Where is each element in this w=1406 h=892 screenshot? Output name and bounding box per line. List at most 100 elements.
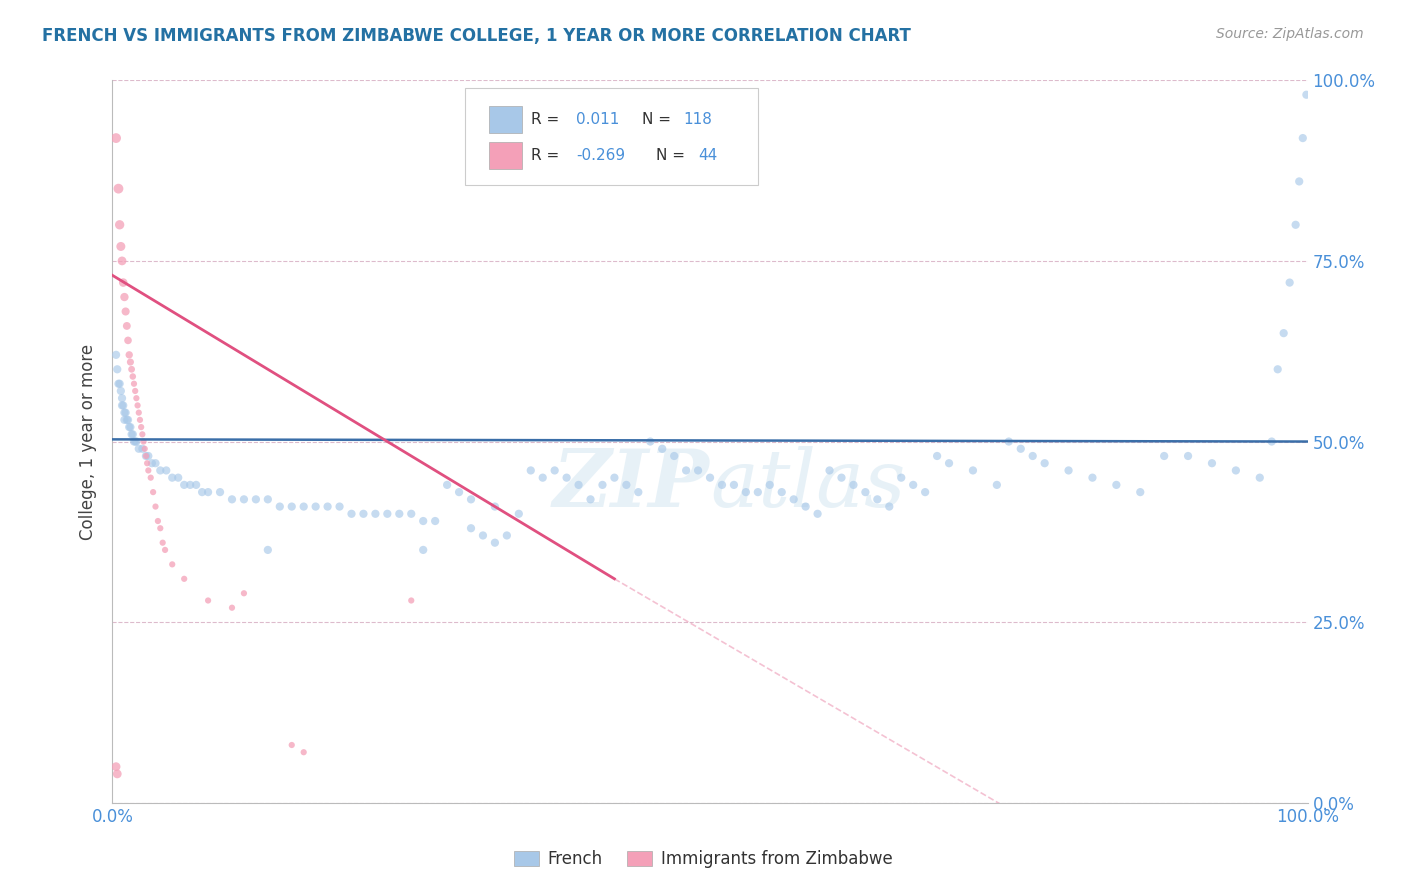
Point	[118, 420, 141, 434]
Point	[903, 478, 925, 492]
Point	[117, 413, 139, 427]
Point	[747, 485, 769, 500]
Point	[152, 535, 174, 549]
Point	[759, 478, 782, 492]
Point	[142, 485, 165, 500]
Point	[105, 348, 128, 362]
Point	[1285, 218, 1308, 232]
Point	[221, 600, 243, 615]
Point	[340, 507, 363, 521]
Point	[128, 406, 150, 420]
Point	[139, 470, 162, 484]
Point	[145, 500, 167, 514]
Text: -0.269: -0.269	[576, 148, 626, 163]
Point	[436, 478, 458, 492]
Text: ZIP: ZIP	[553, 446, 710, 524]
Point	[281, 738, 304, 752]
Point	[508, 507, 530, 521]
Point	[257, 542, 280, 557]
Point	[1292, 131, 1315, 145]
Point	[245, 492, 267, 507]
Point	[114, 290, 135, 304]
Point	[117, 334, 139, 348]
Point	[986, 478, 1008, 492]
Point	[292, 500, 315, 514]
Point	[124, 384, 146, 398]
Point	[115, 318, 138, 333]
Point	[111, 398, 134, 412]
Point	[149, 463, 172, 477]
Point	[121, 362, 143, 376]
Point	[460, 521, 482, 535]
Point	[149, 521, 172, 535]
Point	[120, 420, 142, 434]
Point	[131, 442, 153, 456]
Point	[114, 406, 135, 420]
Point	[257, 492, 280, 507]
Point	[145, 456, 167, 470]
Point	[141, 456, 163, 470]
Point	[579, 492, 602, 507]
Point	[197, 485, 219, 500]
Point	[1010, 442, 1032, 456]
Point	[1177, 449, 1199, 463]
Point	[125, 391, 148, 405]
FancyBboxPatch shape	[489, 142, 523, 169]
Point	[770, 485, 793, 500]
Text: R =: R =	[531, 148, 564, 163]
Point	[782, 492, 804, 507]
Point	[132, 434, 155, 449]
Point	[122, 434, 145, 449]
Point	[831, 470, 853, 484]
Point	[627, 485, 650, 500]
Point	[191, 485, 214, 500]
Point	[496, 528, 519, 542]
Point	[122, 376, 145, 391]
Point	[233, 586, 256, 600]
Point	[292, 745, 315, 759]
Point	[1129, 485, 1152, 500]
Point	[807, 507, 830, 521]
Point	[938, 456, 960, 470]
Point	[412, 542, 434, 557]
Point	[173, 478, 195, 492]
Point	[221, 492, 243, 507]
Point	[531, 470, 554, 484]
Point	[107, 376, 129, 391]
Point	[927, 449, 949, 463]
Point	[425, 514, 447, 528]
Text: FRENCH VS IMMIGRANTS FROM ZIMBABWE COLLEGE, 1 YEAR OR MORE CORRELATION CHART: FRENCH VS IMMIGRANTS FROM ZIMBABWE COLLE…	[42, 27, 911, 45]
Point	[121, 369, 143, 384]
Point	[138, 449, 160, 463]
Point	[120, 355, 142, 369]
Point	[1267, 362, 1289, 376]
Point	[1081, 470, 1104, 484]
Point	[377, 507, 399, 521]
Point	[107, 182, 129, 196]
Point	[711, 478, 734, 492]
Point	[484, 535, 506, 549]
Point	[688, 463, 710, 477]
Point	[364, 507, 387, 521]
Point	[818, 463, 841, 477]
Point	[735, 485, 758, 500]
Point	[998, 434, 1021, 449]
Text: atlas: atlas	[710, 446, 905, 524]
Point	[135, 449, 157, 463]
Point	[173, 572, 195, 586]
Point	[197, 593, 219, 607]
FancyBboxPatch shape	[465, 87, 758, 185]
Point	[281, 500, 304, 514]
Point	[124, 434, 146, 449]
Point	[1249, 470, 1271, 484]
Text: 0.011: 0.011	[576, 112, 620, 127]
Point	[186, 478, 208, 492]
Point	[1022, 449, 1045, 463]
Point	[1153, 449, 1175, 463]
Point	[401, 507, 423, 521]
Text: N =: N =	[657, 148, 690, 163]
Point	[305, 500, 328, 514]
Point	[1261, 434, 1284, 449]
Point	[401, 593, 423, 607]
Point	[352, 507, 374, 521]
